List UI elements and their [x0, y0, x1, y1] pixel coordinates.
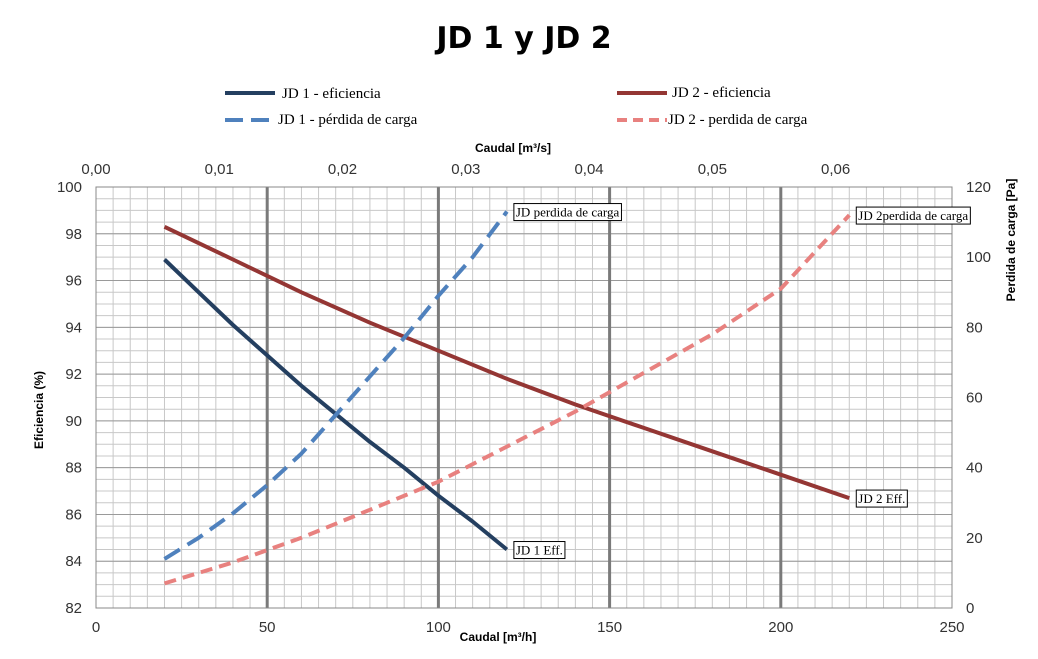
legend: JD 1 - eficiencia JD 2 - eficiencia JD 1…	[225, 85, 808, 128]
y-tick-label: 100	[57, 179, 82, 196]
data-labels: JD 1 Eff. JD 2 Eff. JD perdida de carga JD …	[513, 203, 971, 560]
y-tick-label: 84	[65, 553, 82, 570]
grid	[96, 186, 952, 609]
data-label-jd2_loss: JD 2perdida de carga	[855, 206, 971, 225]
data-label-jd1_eff: JD 1 Eff.	[513, 541, 566, 560]
y-axis-label: Eficiencia (%)	[32, 371, 46, 449]
y2-tick-label: 40	[966, 460, 983, 477]
legend-label-jd1-eff: JD 1 - eficiencia	[282, 86, 381, 102]
x2-tick-label: 0,04	[574, 161, 603, 178]
x2-tick-label: 0,03	[451, 161, 480, 178]
x2-tick-label: 0,01	[205, 161, 234, 178]
y-tick-label: 86	[65, 506, 82, 523]
x-tick-label: 50	[259, 619, 276, 636]
chart-title: JD 1 y JD 2	[434, 21, 611, 56]
data-label-jd1_loss: JD perdida de carga	[513, 203, 622, 222]
x-tick-label: 200	[768, 619, 793, 636]
y2-axis-ticks: 0 20 40 60 80 100 120	[966, 179, 991, 617]
data-label-text-jd2_loss: JD 2perdida de carga	[858, 208, 968, 223]
series-line-jd1_loss	[163, 210, 509, 561]
x-axis-ticks: 0 50 100 150 200 250	[92, 619, 965, 636]
y-tick-label: 90	[65, 413, 82, 430]
legend-label-jd2-loss: JD 2 - perdida de carga	[668, 112, 808, 128]
y-tick-label: 92	[65, 366, 82, 383]
data-label-box-jd1_loss	[513, 203, 622, 222]
data-label-text-jd1_eff: JD 1 Eff.	[516, 543, 563, 558]
x2-axis-label: Caudal [m³/s]	[475, 141, 551, 155]
series-line-jd2_eff	[163, 224, 850, 500]
data-label-box-jd2_loss	[855, 206, 971, 225]
x2-tick-label: 0,02	[328, 161, 357, 178]
y2-axis-label: Perdida de carga [Pa]	[1004, 179, 1018, 302]
y2-tick-label: 120	[966, 179, 991, 196]
y-axis-ticks: 82 84 86 88 90 92 94 96 98 100	[57, 179, 82, 617]
data-label-box-jd2_eff	[855, 489, 908, 508]
x-tick-label: 150	[597, 619, 622, 636]
y-tick-label: 94	[65, 319, 82, 336]
x2-tick-label: 0,00	[81, 161, 110, 178]
y2-tick-label: 20	[966, 530, 983, 547]
plot-frame	[95, 186, 953, 609]
x-tick-label: 250	[939, 619, 964, 636]
x2-axis-ticks: 0,00 0,01 0,02 0,03 0,04 0,05 0,06	[81, 161, 850, 178]
y2-tick-label: 100	[966, 249, 991, 266]
y-tick-label: 82	[65, 600, 82, 617]
x2-tick-label: 0,06	[821, 161, 850, 178]
data-label-text-jd2_eff: JD 2 Eff.	[858, 491, 905, 506]
x-axis-label: Caudal [m³/h]	[460, 630, 537, 644]
series-group	[163, 210, 851, 586]
legend-label-jd2-eff: JD 2 - eficiencia	[672, 85, 771, 101]
y2-tick-label: 0	[966, 600, 974, 617]
legend-label-jd1-loss: JD 1 - pérdida de carga	[278, 112, 418, 128]
y2-tick-label: 80	[966, 319, 983, 336]
series-line-jd2_loss	[163, 213, 851, 586]
data-label-jd2_eff: JD 2 Eff.	[855, 489, 908, 508]
y-tick-label: 98	[65, 226, 82, 243]
y-tick-label: 96	[65, 273, 82, 290]
y2-tick-label: 60	[966, 390, 983, 407]
x2-tick-label: 0,05	[698, 161, 727, 178]
x-tick-label: 0	[92, 619, 100, 636]
data-label-box-jd1_eff	[513, 541, 566, 560]
x-tick-label: 100	[426, 619, 451, 636]
data-label-text-jd1_loss: JD perdida de carga	[516, 205, 620, 220]
y-tick-label: 88	[65, 460, 82, 477]
